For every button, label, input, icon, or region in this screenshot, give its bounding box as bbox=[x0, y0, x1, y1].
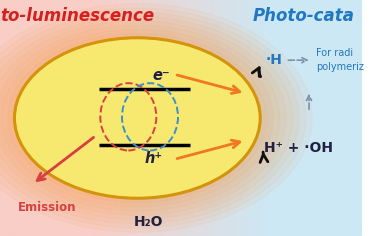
Circle shape bbox=[14, 38, 260, 198]
Circle shape bbox=[0, 12, 299, 224]
Text: For radi
polymeriz: For radi polymeriz bbox=[316, 48, 364, 72]
Text: H⁺ + ·OH: H⁺ + ·OH bbox=[264, 140, 333, 155]
Text: h⁺: h⁺ bbox=[144, 151, 163, 166]
Text: Photo-cata: Photo-cata bbox=[253, 7, 355, 25]
Circle shape bbox=[2, 29, 273, 207]
Text: to-luminescence: to-luminescence bbox=[1, 7, 155, 25]
Text: Emission: Emission bbox=[18, 201, 77, 214]
Circle shape bbox=[0, 17, 293, 219]
Circle shape bbox=[0, 25, 280, 211]
Circle shape bbox=[0, 8, 306, 228]
Circle shape bbox=[8, 34, 267, 202]
Circle shape bbox=[0, 4, 312, 232]
Text: e⁻: e⁻ bbox=[152, 67, 170, 83]
Text: H₂O: H₂O bbox=[133, 215, 163, 229]
Circle shape bbox=[0, 21, 286, 215]
Text: ·H: ·H bbox=[265, 53, 282, 67]
